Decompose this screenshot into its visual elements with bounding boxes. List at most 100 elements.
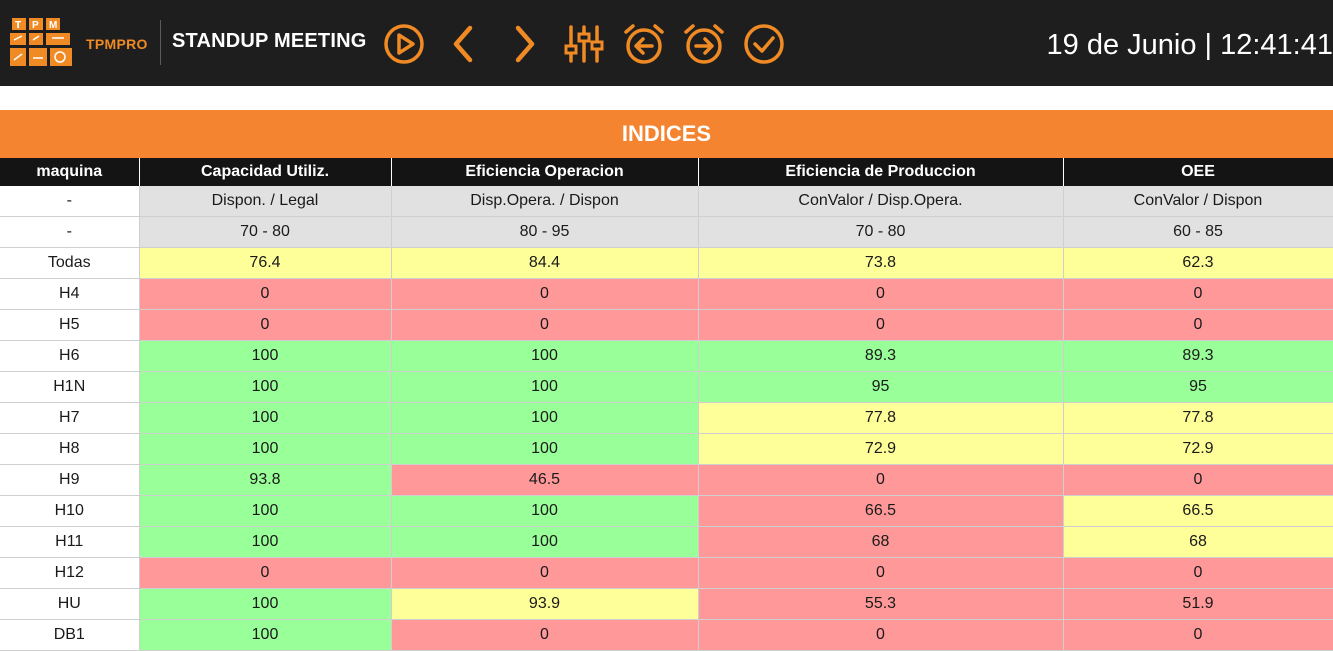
header-divider (160, 20, 161, 65)
index-value-cell: 77.8 (698, 403, 1063, 434)
index-value-cell: 0 (391, 279, 698, 310)
index-value-cell: 100 (391, 527, 698, 558)
index-value-cell: 0 (1063, 620, 1333, 651)
confirm-button[interactable] (742, 22, 786, 66)
alarm-arrow-left-icon (622, 22, 666, 66)
index-value-cell: 72.9 (1063, 434, 1333, 465)
index-value-cell: 76.4 (139, 248, 391, 279)
date-time-display: 19 de Junio | 12:41:41 (1047, 29, 1333, 62)
index-value-cell: 55.3 (698, 589, 1063, 620)
machine-name-cell: HU (0, 589, 139, 620)
logo-icon: T T P M (8, 16, 76, 70)
machine-name-cell: H11 (0, 527, 139, 558)
logo-letter-p: P (32, 20, 39, 31)
index-value-cell: 93.8 (139, 465, 391, 496)
formula-cell: Dispon. / Legal (139, 186, 391, 217)
play-circle-icon (382, 22, 426, 66)
indices-panel-title: INDICES (0, 110, 1333, 158)
tpmpro-logo: T T P M (8, 16, 76, 70)
target-range-row: - 70 - 80 80 - 95 70 - 80 60 - 85 (0, 217, 1333, 248)
index-value-cell: 0 (391, 558, 698, 589)
index-value-cell: 0 (391, 620, 698, 651)
index-value-cell: 0 (698, 465, 1063, 496)
machine-name-cell: DB1 (0, 620, 139, 651)
page-title: STANDUP MEETING (172, 30, 367, 53)
column-header-maquina: maquina (0, 158, 139, 186)
range-cell: 60 - 85 (1063, 217, 1333, 248)
machine-name-cell: H4 (0, 279, 139, 310)
index-value-cell: 100 (391, 403, 698, 434)
index-value-cell: 0 (139, 558, 391, 589)
index-value-cell: 100 (391, 372, 698, 403)
index-value-cell: 95 (698, 372, 1063, 403)
alarm-forward-button[interactable] (682, 22, 726, 66)
column-header-oee: OEE (1063, 158, 1333, 186)
formula-row: - Dispon. / Legal Disp.Opera. / Dispon C… (0, 186, 1333, 217)
play-button[interactable] (382, 22, 426, 66)
index-value-cell: 0 (698, 620, 1063, 651)
index-value-cell: 0 (139, 279, 391, 310)
index-value-cell: 100 (391, 434, 698, 465)
column-header-eficiencia-operacion: Eficiencia Operacion (391, 158, 698, 186)
index-value-cell: 100 (391, 496, 698, 527)
previous-button[interactable] (442, 22, 486, 66)
index-value-cell: 66.5 (1063, 496, 1333, 527)
index-value-cell: 89.3 (1063, 341, 1333, 372)
filters-button[interactable] (562, 22, 606, 66)
range-cell: 70 - 80 (698, 217, 1063, 248)
machine-name-cell: H1N (0, 372, 139, 403)
index-value-cell: 0 (391, 310, 698, 341)
index-value-cell: 100 (139, 372, 391, 403)
index-value-cell: 100 (139, 434, 391, 465)
machine-name-cell: H12 (0, 558, 139, 589)
machine-name-cell: H5 (0, 310, 139, 341)
next-button[interactable] (502, 22, 546, 66)
index-value-cell: 100 (139, 403, 391, 434)
index-value-cell: 73.8 (698, 248, 1063, 279)
alarm-arrow-right-icon (682, 22, 726, 66)
index-value-cell: 77.8 (1063, 403, 1333, 434)
index-value-cell: 0 (1063, 465, 1333, 496)
index-value-cell: 0 (698, 558, 1063, 589)
logo-letter-m: M (49, 20, 57, 31)
chevron-left-icon (442, 22, 486, 66)
machine-name-cell: H8 (0, 434, 139, 465)
index-value-cell: 100 (139, 341, 391, 372)
index-value-cell: 100 (139, 589, 391, 620)
index-value-cell: 93.9 (391, 589, 698, 620)
index-value-cell: 0 (139, 310, 391, 341)
formula-cell: ConValor / Disp.Opera. (698, 186, 1063, 217)
machine-name-cell: H9 (0, 465, 139, 496)
index-value-cell: 0 (1063, 558, 1333, 589)
logo-letter-t: T (15, 20, 21, 31)
index-value-cell: 84.4 (391, 248, 698, 279)
chevron-right-icon (502, 22, 546, 66)
formula-cell: ConValor / Dispon (1063, 186, 1333, 217)
index-value-cell: 68 (698, 527, 1063, 558)
range-cell: 80 - 95 (391, 217, 698, 248)
alarm-back-button[interactable] (622, 22, 666, 66)
machine-name-cell: H6 (0, 341, 139, 372)
top-bar: T T P M TPMPRO STANDUP MEETING (0, 0, 1333, 86)
machine-name-cell: H10 (0, 496, 139, 527)
index-value-cell: 100 (139, 620, 391, 651)
index-value-cell: 100 (391, 341, 698, 372)
index-value-cell: 68 (1063, 527, 1333, 558)
index-value-cell: 100 (139, 496, 391, 527)
table-header-row: maquina Capacidad Utiliz. Eficiencia Ope… (0, 158, 1333, 186)
brand-name: TPMPRO (86, 36, 148, 52)
index-value-cell: 62.3 (1063, 248, 1333, 279)
